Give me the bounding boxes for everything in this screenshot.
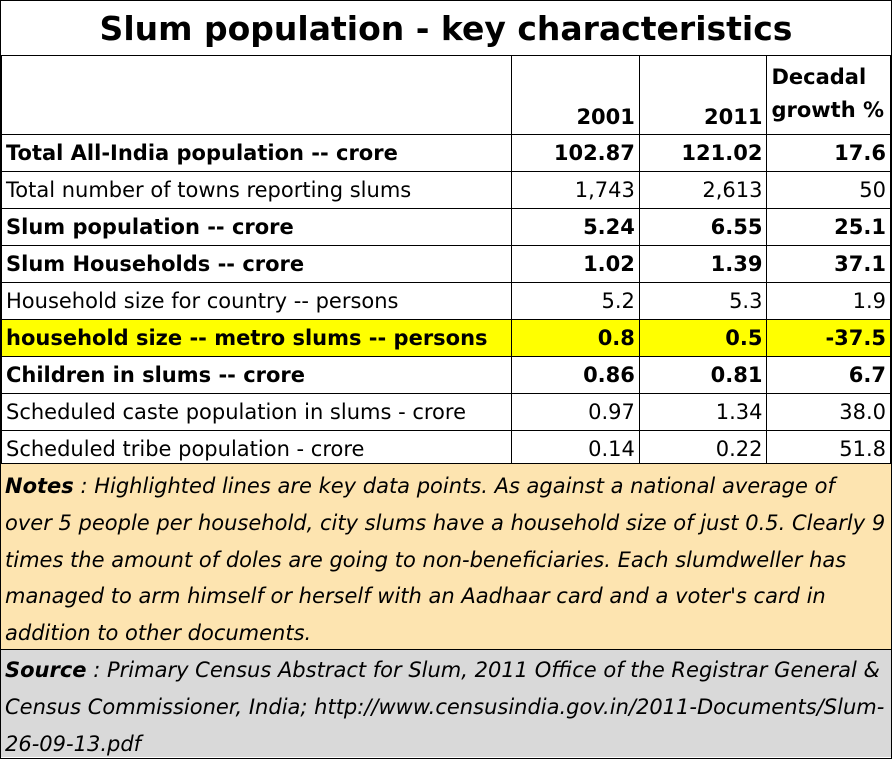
cell-2001: 1,743 <box>511 171 640 209</box>
row-label: household size -- metro slums -- persons <box>0 319 513 357</box>
cell-2001: 0.97 <box>511 393 640 431</box>
characteristics-table: Slum population - key characteristics 20… <box>0 1 891 468</box>
cell-2001: 102.87 <box>511 134 640 172</box>
row-label: Household size for country -- persons <box>0 282 513 320</box>
cell-2011: 5.3 <box>638 282 768 320</box>
cell-growth: 1.9 <box>766 282 891 320</box>
cell-2001: 0.14 <box>511 430 640 468</box>
table-row: Scheduled tribe population - crore 0.14 … <box>0 430 891 468</box>
header-decadal-growth-text: Decadal growth % <box>771 64 885 123</box>
row-label: Scheduled caste population in slums - cr… <box>0 393 513 431</box>
cell-2011: 1.34 <box>638 393 768 431</box>
cell-2011: 1.39 <box>638 245 768 283</box>
cell-growth: 6.7 <box>766 356 891 394</box>
source-block: Source : Primary Census Abstract for Slu… <box>1 649 891 757</box>
header-2011: 2011 <box>638 55 768 135</box>
table-row: Slum Households -- crore 1.02 1.39 37.1 <box>0 245 891 283</box>
cell-2011: 0.22 <box>638 430 768 468</box>
header-label <box>0 55 513 135</box>
table-row: Slum population -- crore 5.24 6.55 25.1 <box>0 208 891 246</box>
cell-2011: 0.5 <box>638 319 768 357</box>
row-label: Slum Households -- crore <box>0 245 513 283</box>
cell-2001: 0.86 <box>511 356 640 394</box>
row-label: Total number of towns reporting slums <box>0 171 513 209</box>
cell-2001: 5.2 <box>511 282 640 320</box>
cell-2011: 2,613 <box>638 171 768 209</box>
row-label: Children in slums -- crore <box>0 356 513 394</box>
table-row-highlighted: household size -- metro slums -- persons… <box>0 319 891 357</box>
cell-2001: 5.24 <box>511 208 640 246</box>
row-label: Slum population -- crore <box>0 208 513 246</box>
cell-growth: 25.1 <box>766 208 891 246</box>
source-label: Source <box>5 658 87 682</box>
cell-growth: 17.6 <box>766 134 891 172</box>
notes-label: Notes <box>5 474 74 498</box>
cell-2001: 1.02 <box>511 245 640 283</box>
row-label: Scheduled tribe population - crore <box>0 430 513 468</box>
table-row: Total number of towns reporting slums 1,… <box>0 171 891 209</box>
notes-text: : Highlighted lines are key data points.… <box>5 474 886 645</box>
cell-growth: 38.0 <box>766 393 891 431</box>
cell-growth: 51.8 <box>766 430 891 468</box>
cell-growth: -37.5 <box>766 319 891 357</box>
table-row: Household size for country -- persons 5.… <box>0 282 891 320</box>
table-row: Total All-India population -- crore 102.… <box>0 134 891 172</box>
cell-growth: 50 <box>766 171 891 209</box>
header-2001: 2001 <box>511 55 640 135</box>
header-decadal-growth: Decadal growth % <box>766 55 891 135</box>
table-row: Children in slums -- crore 0.86 0.81 6.7 <box>0 356 891 394</box>
row-label: Total All-India population -- crore <box>0 134 513 172</box>
source-text: : Primary Census Abstract for Slum, 2011… <box>5 658 885 756</box>
cell-2011: 121.02 <box>638 134 768 172</box>
notes-block: Notes : Highlighted lines are key data p… <box>1 463 891 653</box>
cell-2011: 6.55 <box>638 208 768 246</box>
table-row: Scheduled caste population in slums - cr… <box>0 393 891 431</box>
table-title: Slum population - key characteristics <box>1 1 891 56</box>
cell-growth: 37.1 <box>766 245 891 283</box>
cell-2001: 0.8 <box>511 319 640 357</box>
cell-2011: 0.81 <box>638 356 768 394</box>
